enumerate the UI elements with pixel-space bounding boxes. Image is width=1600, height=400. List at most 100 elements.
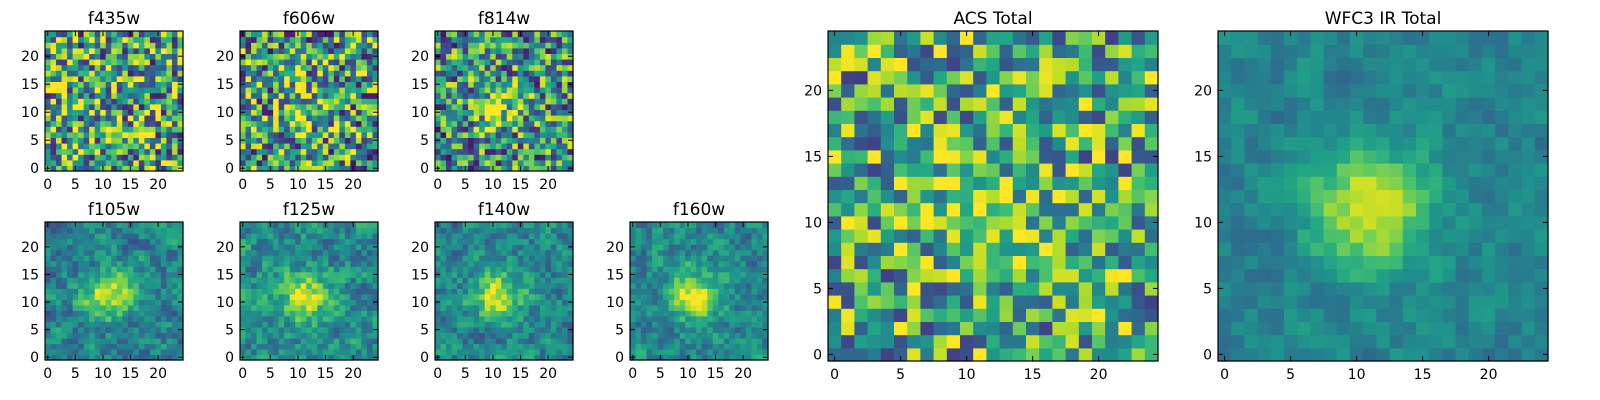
heatmap-cell — [973, 347, 987, 362]
heatmap-cell — [646, 282, 653, 289]
heatmap-cell — [734, 271, 741, 278]
heatmap-cell — [83, 337, 90, 345]
heatmap-cell — [366, 120, 374, 127]
heatmap-cell — [105, 120, 112, 127]
heatmap-cell — [920, 308, 935, 322]
heatmap-cell — [1026, 268, 1040, 283]
heatmap-cell — [528, 165, 535, 172]
heatmap-cell — [267, 282, 274, 289]
heatmap-cell — [933, 176, 948, 190]
heatmap-cell — [273, 53, 280, 60]
heatmap-cell — [317, 137, 324, 144]
heatmap-cell — [339, 109, 346, 116]
heatmap-cell — [745, 227, 753, 234]
heatmap-cell — [372, 64, 379, 71]
heatmap-cell — [646, 227, 653, 234]
heatmap-cell — [105, 115, 112, 122]
heatmap-cell — [685, 277, 692, 284]
heatmap-cell — [61, 304, 68, 311]
heatmap-cell — [256, 337, 263, 345]
heatmap-cell — [111, 233, 118, 240]
heatmap-cell — [501, 266, 508, 273]
heatmap-cell — [344, 260, 351, 267]
heatmap-cell — [1026, 281, 1040, 296]
heatmap-cell — [278, 315, 285, 322]
heatmap-cell — [273, 293, 280, 300]
heatmap-cell — [251, 299, 258, 306]
heatmap-cell — [854, 176, 869, 190]
heatmap-cell — [89, 109, 96, 116]
heatmap-cell — [473, 148, 480, 155]
heatmap-cell — [278, 159, 285, 166]
heatmap-cell — [267, 288, 274, 295]
heatmap-cell — [355, 120, 363, 127]
heatmap-cell — [762, 233, 769, 240]
heatmap-cell — [160, 255, 168, 262]
heatmap-cell — [440, 321, 447, 328]
heatmap-cell — [300, 299, 307, 306]
heatmap-cell — [1092, 229, 1106, 243]
heatmap-cell — [484, 148, 491, 155]
heatmap-cell — [880, 189, 895, 204]
heatmap-cell — [679, 304, 686, 311]
heatmap-cell — [490, 337, 497, 345]
heatmap-cell — [50, 64, 57, 71]
heatmap-cell — [1026, 189, 1040, 204]
heatmap-cell — [122, 92, 129, 99]
heatmap-cell — [144, 337, 151, 345]
heatmap-cell — [539, 115, 546, 122]
heatmap-cell — [701, 326, 708, 333]
heatmap-cell — [751, 332, 758, 339]
heatmap-cell — [528, 70, 535, 77]
heatmap-cell — [339, 222, 346, 229]
heatmap-cell — [100, 47, 107, 54]
heatmap-cell — [328, 238, 335, 245]
heatmap-cell — [278, 36, 285, 43]
heatmap-cell — [122, 293, 129, 300]
heatmap-cell — [523, 271, 530, 278]
heatmap-cell — [523, 103, 530, 110]
heatmap-cell — [328, 249, 335, 256]
heatmap-cell — [284, 92, 291, 99]
heatmap-cell — [1144, 242, 1159, 256]
heatmap-cell — [501, 165, 508, 172]
heatmap-cell — [240, 75, 247, 82]
heatmap-cell — [50, 249, 57, 256]
heatmap-cell — [289, 348, 296, 356]
heatmap-cell — [457, 321, 464, 328]
heatmap-cell — [289, 255, 296, 262]
heatmap-cell — [506, 115, 513, 122]
heatmap-cell — [245, 343, 252, 350]
heatmap-cell — [262, 165, 269, 172]
heatmap-cell — [67, 310, 74, 317]
heatmap-cell — [635, 238, 642, 245]
heatmap-cell — [479, 271, 486, 278]
heatmap-cell — [94, 282, 101, 289]
heatmap-cell — [89, 282, 96, 289]
heatmap-cell — [127, 81, 134, 88]
heatmap-cell — [328, 92, 335, 99]
heatmap-cell — [512, 321, 519, 328]
heatmap-cell — [523, 293, 530, 300]
heatmap-cell — [523, 120, 530, 127]
heatmap-cell — [435, 154, 442, 161]
heatmap-cell — [652, 348, 659, 356]
heatmap-cell — [160, 244, 168, 251]
heatmap-cell — [457, 277, 464, 284]
heatmap-cell — [635, 244, 642, 251]
heatmap-cell — [144, 299, 151, 306]
heatmap-cell — [166, 109, 173, 116]
heatmap-cell — [484, 266, 491, 273]
heatmap-cell — [78, 81, 85, 88]
heatmap-cell — [355, 103, 363, 110]
heatmap-cell — [72, 131, 79, 138]
heatmap-cell — [539, 148, 546, 155]
heatmap-cell — [986, 242, 1001, 256]
heatmap-cell — [133, 47, 140, 54]
heatmap-cell — [166, 81, 173, 88]
heatmap-cell — [674, 354, 681, 361]
heatmap-cell — [696, 348, 703, 356]
heatmap-cell — [567, 315, 574, 322]
heatmap-cell — [663, 348, 670, 356]
